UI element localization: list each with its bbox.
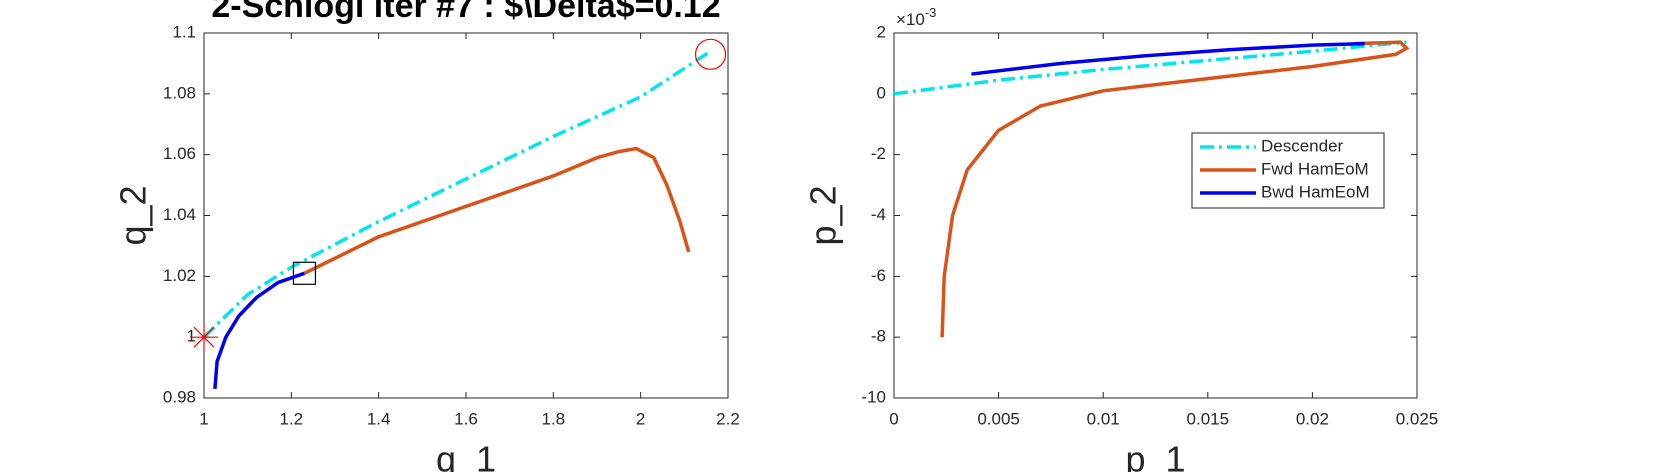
y-tick-label: 1.08 bbox=[163, 83, 196, 102]
y-tick-label: 0.98 bbox=[163, 387, 196, 406]
axes-box bbox=[203, 32, 729, 399]
x-tick-label: 1.8 bbox=[542, 409, 566, 428]
x-tick-label: 0.02 bbox=[1296, 409, 1329, 428]
y-tick-label: 0 bbox=[877, 83, 886, 102]
x-tick-label: 0.025 bbox=[1396, 409, 1439, 428]
marker bbox=[190, 323, 218, 352]
marker bbox=[292, 261, 317, 285]
series-line bbox=[213, 271, 306, 390]
y-tick-label: -6 bbox=[871, 266, 886, 285]
series-line bbox=[940, 40, 1410, 338]
x-tick-label: 2 bbox=[636, 409, 645, 428]
x-axis-label: p_1 bbox=[1125, 439, 1185, 472]
y-tick-label: 1.04 bbox=[163, 205, 196, 224]
x-axis-label: q_1 bbox=[436, 439, 496, 472]
legend-label: Fwd HamEoM bbox=[1261, 159, 1369, 178]
multiplier-exponent: -3 bbox=[925, 5, 937, 20]
chart-title: 2-Schlogl iter #7 : $\Delta$=0.12 bbox=[211, 0, 720, 25]
x-tick-label: 1.2 bbox=[280, 409, 304, 428]
y-tick-label: 1.1 bbox=[172, 22, 196, 41]
y-tick-label: 1 bbox=[187, 327, 196, 346]
x-tick-label: 0.005 bbox=[977, 409, 1020, 428]
multiplier-base: ×10 bbox=[896, 10, 925, 29]
y-tick-label: -4 bbox=[871, 205, 886, 224]
y-tick-label: -10 bbox=[861, 387, 886, 406]
y-tick-label: 1.02 bbox=[163, 266, 196, 285]
legend-label: Descender bbox=[1261, 136, 1344, 155]
series-line bbox=[971, 41, 1365, 76]
marker bbox=[694, 38, 727, 70]
x-tick-label: 0.01 bbox=[1087, 409, 1120, 428]
y-axis-label: q_2 bbox=[113, 185, 154, 245]
y-axis-label: p_2 bbox=[803, 185, 844, 245]
y-multiplier: ×10-3 bbox=[896, 5, 936, 29]
x-tick-label: 1.6 bbox=[454, 409, 478, 428]
y-tick-label: 1.06 bbox=[163, 144, 196, 163]
axes-box bbox=[893, 32, 1418, 399]
x-tick-label: 1.4 bbox=[367, 409, 391, 428]
x-tick-label: 1 bbox=[199, 409, 208, 428]
y-tick-label: -8 bbox=[871, 327, 886, 346]
x-tick-label: 0 bbox=[889, 409, 898, 428]
y-tick-label: 2 bbox=[877, 22, 886, 41]
series-line bbox=[303, 146, 691, 275]
y-tick-label: -2 bbox=[871, 144, 886, 163]
x-tick-label: 2.2 bbox=[716, 409, 740, 428]
legend-label: Bwd HamEoM bbox=[1261, 182, 1370, 201]
series-line bbox=[893, 40, 1407, 96]
x-tick-label: 0.015 bbox=[1187, 409, 1230, 428]
